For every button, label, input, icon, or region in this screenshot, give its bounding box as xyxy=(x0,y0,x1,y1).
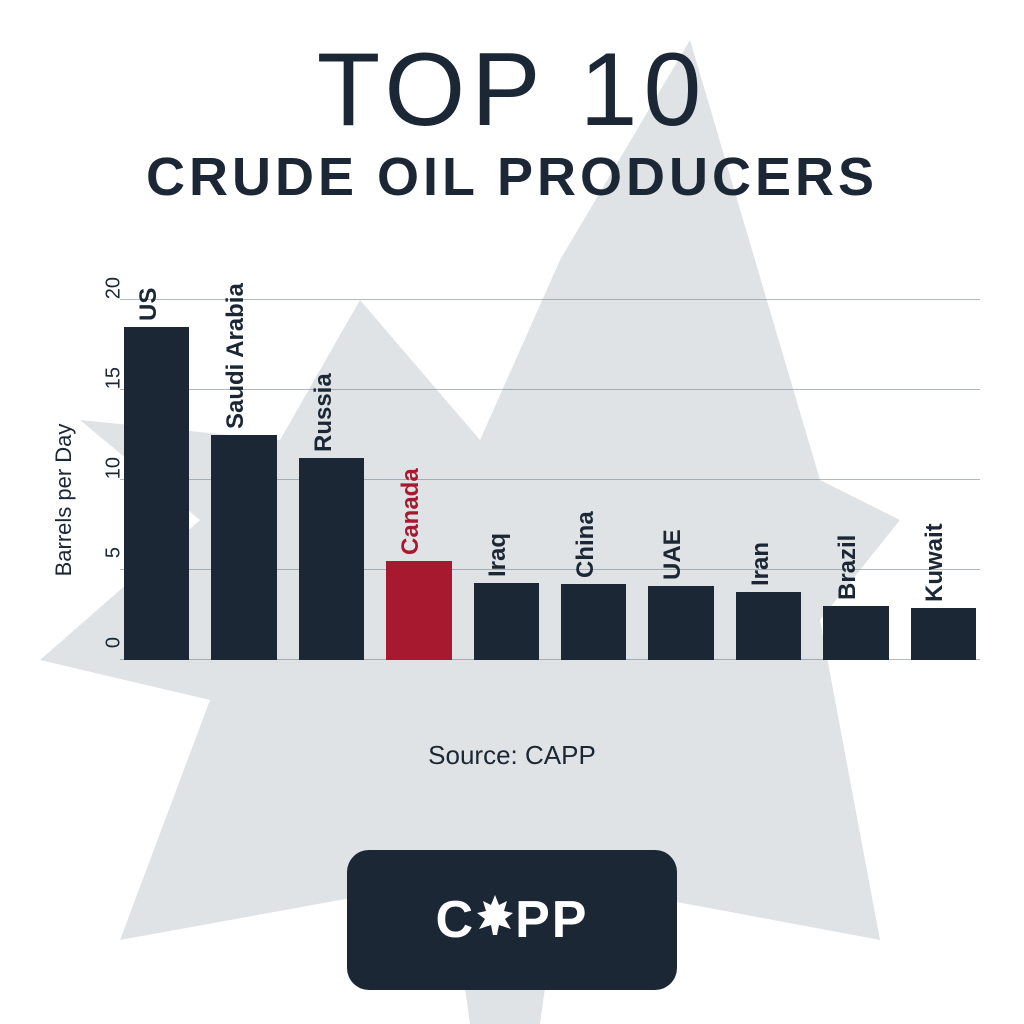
bars-container: US Saudi Arabia Russia Canada Iraq China UAE Ir… xyxy=(120,300,980,660)
bar-slot: Kuwait xyxy=(911,300,976,660)
bar-label: Saudi Arabia xyxy=(222,283,250,429)
bar-slot: China xyxy=(561,300,626,660)
bar: US xyxy=(124,327,189,660)
capp-logo-badge: C PP xyxy=(347,850,677,990)
bar: UAE xyxy=(648,586,713,660)
bar-label: UAE xyxy=(659,530,687,581)
capp-logo-text: C PP xyxy=(436,890,589,950)
logo-right: PP xyxy=(515,890,588,950)
bar-slot: Iran xyxy=(736,300,801,660)
bar-slot: Brazil xyxy=(823,300,888,660)
bar: Saudi Arabia xyxy=(211,435,276,660)
bar-slot: US xyxy=(124,300,189,660)
bar-label: Russia xyxy=(310,374,338,453)
bar-label: China xyxy=(572,512,600,579)
maple-leaf-icon xyxy=(475,890,515,950)
bar-label: Kuwait xyxy=(921,523,949,602)
title-line-1: TOP 10 xyxy=(0,38,1024,142)
bar-slot: Russia xyxy=(299,300,364,660)
bar-slot: Saudi Arabia xyxy=(211,300,276,660)
chart-title: TOP 10 CRUDE OIL PRODUCERS xyxy=(0,0,1024,208)
bar: Canada xyxy=(386,561,451,660)
bar: Kuwait xyxy=(911,608,976,660)
source-attribution: Source: CAPP xyxy=(0,740,1024,771)
bar: Iraq xyxy=(474,583,539,660)
bar-slot: Canada xyxy=(386,300,451,660)
bar: Iran xyxy=(736,592,801,660)
bar: Brazil xyxy=(823,606,888,660)
bar: China xyxy=(561,584,626,660)
bar-label: Canada xyxy=(397,468,425,555)
bar-chart: Barrels per Day 05101520 USSaudi ArabiaR… xyxy=(60,300,980,700)
bar-label: Brazil xyxy=(834,535,862,600)
bar-label: Iran xyxy=(747,542,775,586)
bar-slot: UAE xyxy=(648,300,713,660)
bar: Russia xyxy=(299,458,364,660)
bar-label: Iraq xyxy=(484,533,512,577)
logo-left: C xyxy=(436,890,476,950)
title-line-2: CRUDE OIL PRODUCERS xyxy=(0,146,1024,208)
bar-label: US xyxy=(135,288,163,321)
bar-slot: Iraq xyxy=(474,300,539,660)
y-axis-label: Barrels per Day xyxy=(51,424,77,577)
